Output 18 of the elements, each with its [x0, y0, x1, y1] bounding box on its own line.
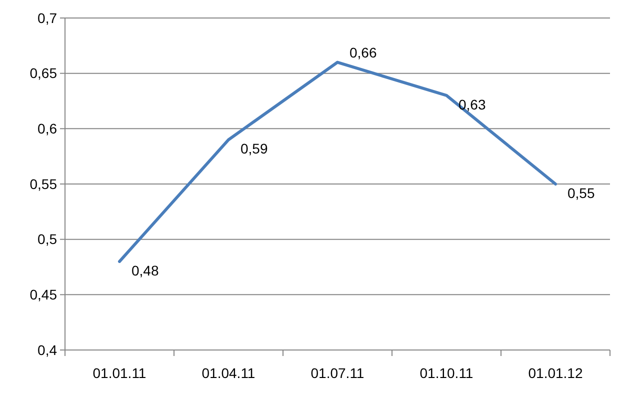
x-tick-label: 01.01.12: [528, 365, 583, 381]
y-tick-label: 0,7: [38, 10, 58, 26]
data-label: 0,59: [240, 140, 268, 157]
x-tick-label: 01.01.11: [92, 365, 146, 381]
x-tick-label: 01.04.11: [202, 365, 256, 381]
y-tick-label: 0,6: [38, 120, 58, 137]
y-tick-label: 0,65: [30, 65, 58, 82]
data-label: 0,55: [568, 185, 595, 201]
y-tick-label: 0,45: [30, 286, 58, 303]
y-tick-label: 0,55: [30, 176, 58, 192]
data-label: 0,63: [458, 96, 486, 112]
x-tick-label: 01.10.11: [420, 365, 474, 381]
x-tick-label: 01.07.11: [310, 365, 364, 381]
data-label: 0,48: [132, 262, 159, 278]
y-tick-label: 0,4: [38, 342, 58, 358]
line-series: [118, 60, 557, 263]
y-tick-label: 0,5: [38, 231, 58, 248]
data-label: 0,66: [350, 44, 377, 60]
